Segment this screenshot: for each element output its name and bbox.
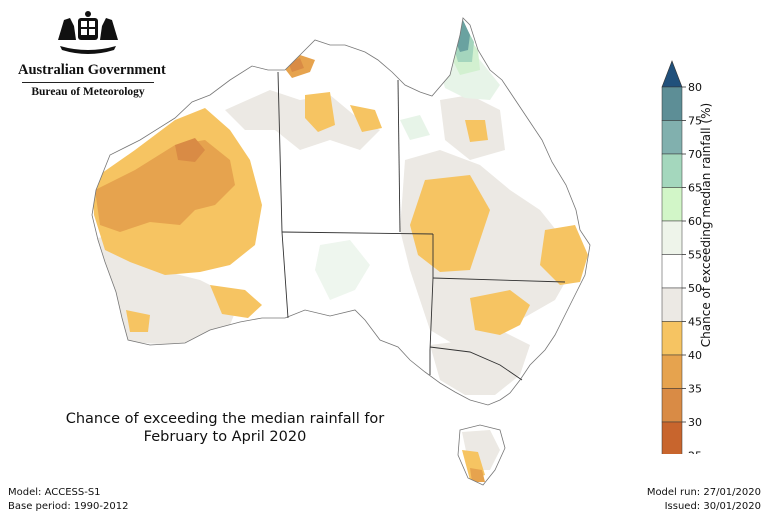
zone-35-tas: [470, 468, 485, 482]
zone-55-central: [315, 240, 370, 300]
footer-right: Model run: 27/01/2020 Issued: 30/01/2020: [647, 486, 761, 514]
zone-30-kimberley: [175, 138, 205, 162]
border-nt-qld: [397, 79, 401, 233]
brand-divider: [22, 82, 154, 83]
legend-swatch: [661, 153, 683, 188]
issued-date: Issued: 30/01/2020: [664, 501, 761, 512]
legend-swatch: [661, 354, 683, 389]
bureau-name: Bureau of Meteorology: [31, 86, 145, 98]
legend-tick-label: 40: [688, 349, 702, 362]
legend-swatch: [661, 287, 683, 322]
legend-swatch: [661, 321, 683, 356]
legend-tick-label: 25: [688, 450, 702, 455]
legend-tick-label: 65: [688, 182, 702, 195]
zone-40-qld-west: [410, 175, 490, 272]
legend-tick-label: 45: [688, 316, 702, 329]
legend-arrow-top: [661, 60, 683, 88]
zone-40-nt-center: [350, 105, 382, 132]
zone-40-nsw: [470, 290, 530, 335]
legend-tick-label: 50: [688, 282, 702, 295]
legend-tick-label: 75: [688, 115, 702, 128]
map-title: Chance of exceeding the median rainfall …: [50, 410, 400, 446]
legend-tick-label: 35: [688, 383, 702, 396]
border-sa-qld: [429, 234, 434, 375]
legend-swatch: [661, 254, 683, 289]
model-run: Model run: 27/01/2020: [646, 487, 761, 498]
coastline: [91, 17, 591, 406]
border-nt-sa: [281, 231, 434, 235]
footer-left: Model: ACCESS-S1 Base period: 1990-2012: [8, 486, 128, 514]
coat-of-arms-icon: [58, 11, 118, 54]
zone-40-qld-north: [465, 120, 488, 142]
legend-tick-label: 30: [688, 416, 702, 429]
legend-swatch: [661, 421, 683, 454]
border-qld-nsw: [432, 277, 566, 283]
legend-tick-label: 55: [688, 249, 702, 262]
map-title-line2: February to April 2020: [143, 429, 307, 445]
model-name: Model: ACCESS-S1: [8, 487, 101, 498]
zone-40-wa-south: [210, 285, 262, 318]
zone-45-southeast: [430, 330, 530, 395]
zone-45-north: [225, 90, 380, 150]
zone-35-kimberley-pilbara: [95, 140, 235, 232]
legend-tick-label: 70: [688, 148, 702, 161]
color-legend: 80757065605550454035302520: [661, 60, 702, 455]
legend-swatch: [661, 86, 683, 121]
legend-swatch: [661, 388, 683, 423]
org-name: Australian Government: [18, 62, 166, 78]
zone-40-nt-north: [305, 92, 335, 132]
state-borders: [277, 71, 566, 381]
legend-tick-label: 60: [688, 215, 702, 228]
map-title-line1: Chance of exceeding the median rainfall …: [65, 411, 385, 427]
legend-swatch: [661, 120, 683, 155]
tasmania-coastline: [457, 424, 506, 486]
branding: Australian Government Bureau of Meteorol…: [18, 8, 166, 98]
zone-70-cape-york: [455, 20, 470, 52]
base-period: Base period: 1990-2012: [8, 501, 129, 512]
legend-tick-label: 80: [688, 81, 702, 94]
legend-swatch: [661, 187, 683, 222]
zone-40-sw-coast: [126, 310, 150, 332]
zone-55-qld: [400, 115, 430, 140]
border-nsw-vic: [429, 346, 523, 381]
legend-label: Chance of exceeding median rainfall (%): [699, 102, 713, 348]
legend-swatch: [661, 220, 683, 255]
zone-40-qld-east: [540, 225, 588, 285]
probability-shading: [92, 20, 588, 482]
